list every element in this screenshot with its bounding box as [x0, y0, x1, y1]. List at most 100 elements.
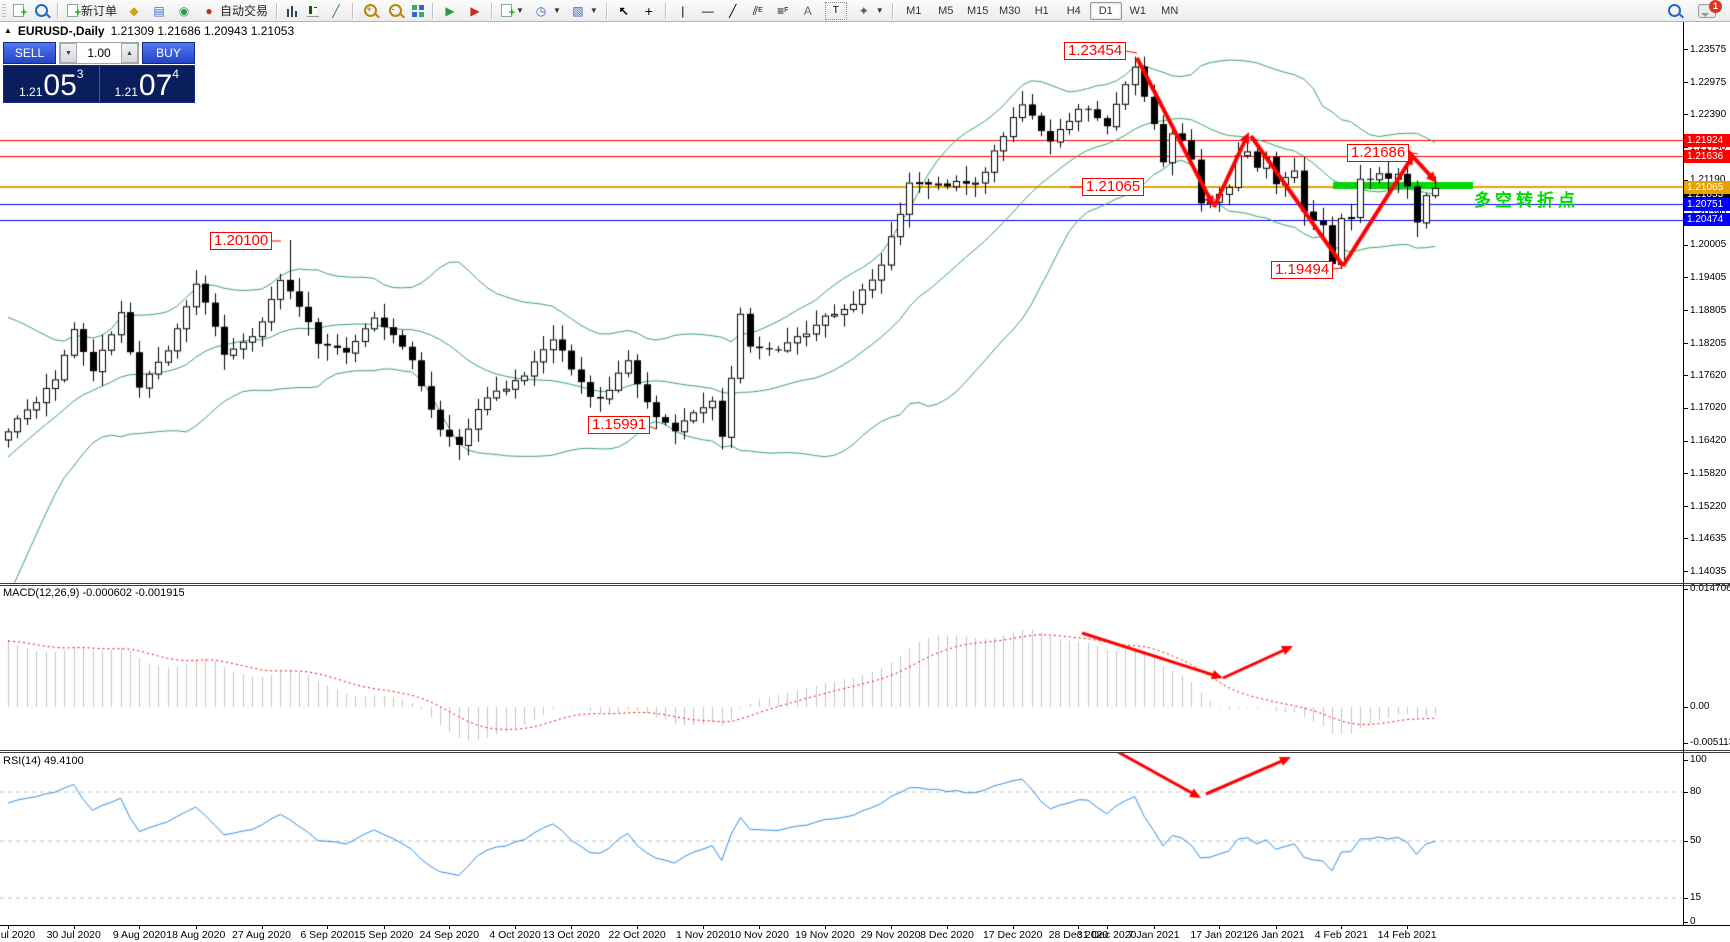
horizontal-line-button[interactable]: — [696, 1, 720, 21]
signals-button[interactable]: ◉ [172, 1, 196, 21]
data-window-button[interactable]: ▤ [147, 1, 171, 21]
timeframe-w1[interactable]: W1 [1129, 4, 1146, 17]
candlestick-chart-button[interactable] [303, 1, 323, 21]
zoom-in-icon: + [362, 3, 378, 19]
sell-button[interactable]: SELL [3, 42, 56, 64]
date-tick [637, 925, 639, 929]
timeframe-m1[interactable]: M1 [906, 4, 922, 17]
price-badge: 1.20474 [1684, 213, 1730, 227]
search-icon [1666, 3, 1682, 19]
volume-increase-button[interactable]: ▲ [121, 43, 138, 63]
notifications-button[interactable]: 1 [1694, 0, 1722, 21]
date-tick [1106, 925, 1108, 929]
tile-windows-button[interactable] [408, 1, 428, 21]
timeframe-m15[interactable]: M15 [967, 4, 989, 17]
buy-price[interactable]: 1.21 07 4 [100, 66, 195, 102]
date-tick-label: 17 Jan 2021 [1190, 929, 1249, 941]
new-order-button[interactable]: 新订单 [63, 1, 121, 21]
date-tick-label: 6 Sep 2020 [300, 929, 355, 941]
cursor-button[interactable]: ↖ [612, 1, 636, 21]
channel-button[interactable]: ⫽ E [746, 1, 770, 21]
price-badge: 1.21065 [1684, 180, 1730, 194]
macd-panel-canvas[interactable] [0, 586, 1683, 750]
rsi-tick-label: 50 [1690, 835, 1702, 846]
date-axis-border [0, 925, 1730, 926]
price-tick-label: 1.17620 [1690, 369, 1727, 381]
one-click-toggle-icon[interactable]: ▲ [4, 26, 12, 35]
arrows-button[interactable]: ✦ ▼ [852, 1, 888, 21]
macd-tick [1684, 707, 1688, 708]
periods-button[interactable]: ◷ ▼ [529, 1, 565, 21]
autotrading-icon: ● [205, 3, 213, 18]
timeframe-h1[interactable]: H1 [1034, 4, 1049, 17]
line-chart-button[interactable]: ╱ [324, 1, 348, 21]
rsi-tick [1684, 841, 1688, 842]
text-label-button[interactable]: T [821, 1, 851, 21]
timeframe-mn[interactable]: MN [1161, 4, 1179, 17]
buy-button[interactable]: BUY [142, 42, 195, 64]
date-tick-label: 30 Jul 2020 [46, 929, 101, 941]
panel-separator[interactable] [0, 750, 1730, 751]
price-tick-label: 1.21190 [1690, 174, 1725, 185]
toolbar-separator [57, 2, 59, 19]
price-badge: 1.21924 [1684, 133, 1730, 147]
trendline-button[interactable]: ╱ [721, 1, 745, 21]
price-badge: 1.20751 [1684, 197, 1730, 211]
timeframe-m5[interactable]: M5 [938, 4, 954, 17]
metaeditor-button[interactable]: ◆ [122, 1, 146, 21]
data-window-icon: ▤ [153, 3, 165, 18]
annotation-price-label: 1.19494 [1271, 261, 1334, 279]
timeframe-d1[interactable]: D1 [1089, 1, 1122, 20]
date-tick [759, 925, 761, 929]
buy-price-prefix: 1.21 [114, 85, 138, 99]
date-tick [1153, 925, 1155, 929]
new-chart-button[interactable] [9, 1, 28, 21]
volume-input[interactable] [77, 43, 121, 63]
templates-button[interactable]: ▧ ▼ [566, 1, 602, 21]
crosshair-icon: + [644, 2, 653, 19]
toolbar-separator [432, 2, 435, 19]
zoom-in-button[interactable]: + [358, 1, 382, 21]
price-tick [1684, 277, 1688, 279]
turning-point-note: 多空转折点 [1474, 191, 1579, 210]
auto-scroll-button[interactable]: ▶ [438, 1, 462, 21]
trendline-icon: ╱ [729, 3, 737, 18]
search-button[interactable] [1662, 1, 1686, 21]
chart-profiles-button[interactable] [29, 1, 53, 21]
bar-chart-button[interactable] [282, 1, 302, 21]
fibonacci-button[interactable]: ≡ F [771, 1, 795, 21]
date-tick-label: 19 Nov 2020 [795, 929, 855, 941]
date-tick [139, 925, 141, 929]
main-chart-canvas[interactable] [0, 22, 1683, 583]
timeframe-h4[interactable]: H4 [1066, 4, 1081, 17]
date-tick-label: 15 Sep 2020 [353, 929, 414, 941]
fibonacci-icon: ≡ F [777, 3, 789, 18]
toolbar-separator [276, 2, 279, 19]
price-tick [1684, 506, 1688, 508]
candlestick-chart-icon [307, 4, 320, 17]
text-button[interactable]: A [796, 1, 820, 21]
sell-price-big: 05 [43, 69, 77, 102]
chart-shift-button[interactable]: ▶ [463, 1, 487, 21]
indicators-button[interactable]: ▼ [497, 1, 528, 21]
macd-label: MACD(12,26,9) -0.000602 -0.001915 [3, 587, 185, 599]
timeframe-m30[interactable]: M30 [999, 4, 1021, 17]
panel-separator[interactable] [0, 583, 1730, 584]
auto-scroll-icon: ▶ [445, 3, 455, 18]
date-tick [1407, 925, 1409, 929]
line-chart-icon: ╱ [332, 3, 340, 18]
price-tick [1684, 82, 1688, 84]
date-tick-label: 28 Dec 2020 [1048, 929, 1109, 941]
rsi-panel-canvas[interactable] [0, 753, 1683, 925]
vertical-line-button[interactable]: | [671, 1, 695, 21]
toolbar-separator [891, 2, 894, 19]
sell-price[interactable]: 1.21 05 3 [4, 66, 99, 102]
zoom-out-button[interactable]: - [383, 1, 407, 21]
price-tick-label: 1.18805 [1690, 304, 1727, 316]
autotrading-button[interactable]: ● 自动交易 [197, 1, 272, 21]
text-icon: A [803, 3, 812, 18]
price-tick [1684, 147, 1688, 149]
rsi-tick-label: 15 [1690, 892, 1702, 903]
crosshair-button[interactable]: + [637, 1, 661, 21]
volume-decrease-button[interactable]: ▼ [60, 43, 77, 63]
